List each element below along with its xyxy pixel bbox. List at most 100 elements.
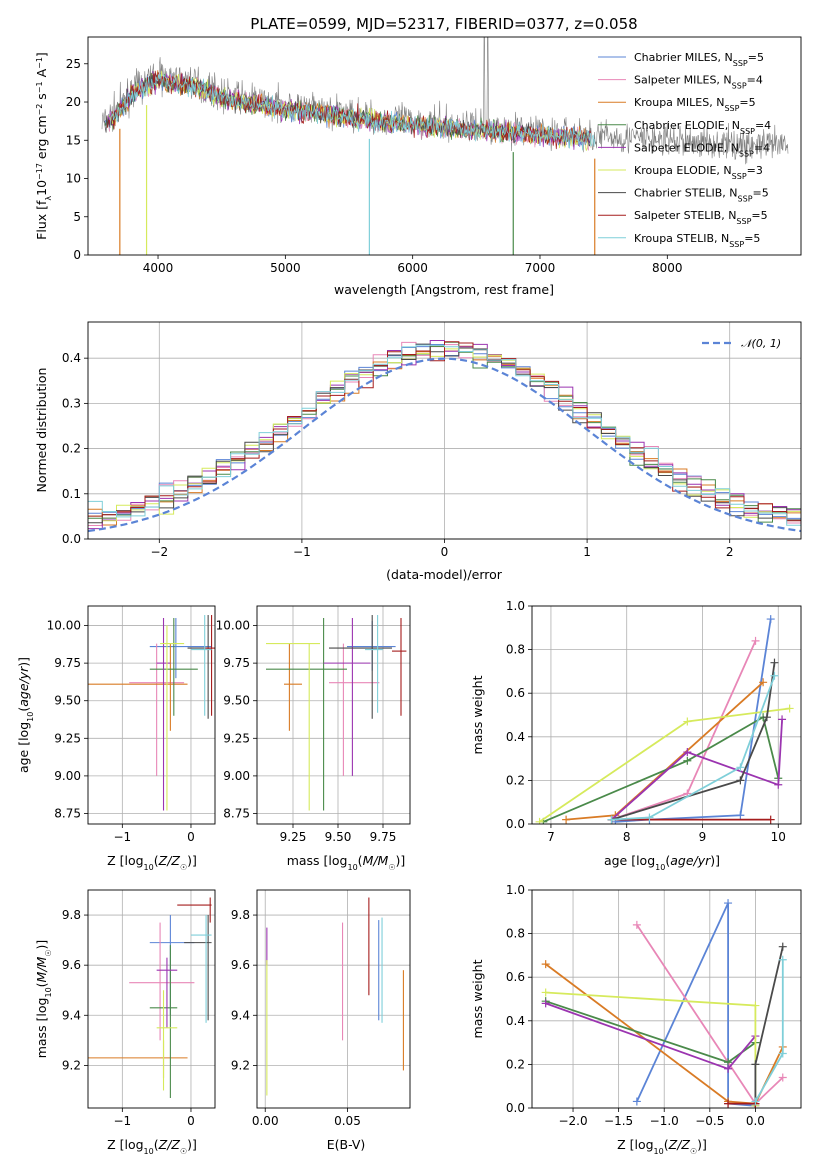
y-tick-label: 9.2 — [231, 1058, 250, 1072]
mass-weight-marker — [645, 813, 654, 822]
x-tick-label: 4000 — [143, 261, 174, 275]
y-tick-label: 0.8 — [506, 643, 525, 657]
y-tick-label: 9.00 — [223, 769, 250, 783]
spectrum-model-line — [109, 73, 596, 151]
mass-weight-marker — [736, 776, 745, 785]
x-tick-label: 0.0 — [746, 1114, 765, 1128]
y-tick-label: 0.2 — [506, 1057, 525, 1071]
mass_vs_Z-frame — [87, 889, 216, 1109]
x-tick-label: 0 — [187, 830, 195, 844]
y-tick-label: 9.6 — [62, 958, 81, 972]
x-tick-label: 2 — [726, 545, 734, 559]
x-tick-label: 5000 — [270, 261, 301, 275]
x-tick-label: −1 — [113, 1114, 131, 1128]
y-tick-label: 9.00 — [54, 769, 81, 783]
mass-weight-marker — [683, 717, 692, 726]
mass-weight-marker — [632, 920, 641, 929]
y-tick-label: 0.0 — [506, 817, 525, 831]
y-tick-label: 9.50 — [54, 694, 81, 708]
y-tick-label: 0.4 — [506, 1014, 525, 1028]
mass-weight-marker — [766, 815, 775, 824]
y-tick-label: 0.0 — [506, 1101, 525, 1115]
mass-weight-line — [543, 715, 780, 823]
mass-weight-marker — [541, 960, 550, 969]
mass-weight-marker — [778, 955, 787, 964]
legend-label: Chabrier MILES, NSSP=5 — [634, 51, 764, 68]
y-tick-label: 10 — [66, 172, 81, 186]
mass-weight-line — [545, 963, 784, 1105]
mass-weight-marker — [535, 817, 544, 824]
y-tick-label: 5 — [73, 210, 81, 224]
mass-weight-marker — [778, 1049, 787, 1058]
y-tick-label: 8.75 — [223, 806, 250, 820]
x-tick-label: 9 — [699, 830, 707, 844]
x-tick-label: −1.5 — [604, 1114, 633, 1128]
x-axis-label: Z [log10(Z/Z☉)] — [107, 1137, 197, 1156]
mass-weight-marker — [541, 988, 550, 997]
x-axis-label: Z [log10(Z/Z☉)] — [107, 853, 197, 872]
legend-label: Chabrier STELIB, NSSP=5 — [634, 187, 769, 204]
x-tick-label: −1 — [113, 830, 131, 844]
y-tick-label: 0.2 — [62, 442, 81, 456]
x-tick-label: 8 — [623, 830, 631, 844]
x-tick-label: 0 — [187, 1114, 195, 1128]
residual-histogram — [88, 341, 801, 522]
mass-weight-marker — [766, 615, 775, 624]
mass-weight-line — [611, 662, 776, 821]
x-tick-label: −1.0 — [650, 1114, 679, 1128]
y-tick-label: 0.6 — [506, 970, 525, 984]
y-tick-label: 25 — [66, 57, 81, 71]
normal-curve — [88, 357, 801, 533]
y-axis-label: mass weight — [470, 959, 485, 1038]
y-axis-label: Flux [fλ10−17 erg cm−2 s−1 A−1] — [34, 52, 53, 240]
age_vs_Z-axes: −1 0 8.75 9.00 9.25 9.50 9.75 10.00 — [47, 606, 215, 844]
mass-weight-marker — [774, 780, 783, 789]
y-tick-label: 10.00 — [47, 619, 81, 633]
legend-label: Kroupa MILES, NSSP=5 — [634, 96, 756, 113]
x-tick-label: −0.5 — [695, 1114, 724, 1128]
mass-weight-marker — [562, 815, 571, 824]
spectrum-frame — [87, 36, 802, 256]
mass-weight-marker — [683, 748, 692, 757]
x-tick-label: 9.25 — [280, 830, 307, 844]
mass-weight-marker — [724, 1099, 733, 1108]
age_vs_mass-frame — [256, 605, 411, 825]
x-axis-label: Z [log10(Z/Z☉)] — [617, 1137, 707, 1156]
y-tick-label: 0.3 — [62, 396, 81, 410]
legend-label: Salpeter STELIB, NSSP=5 — [634, 209, 768, 226]
residual-histogram — [88, 344, 801, 526]
y-tick-label: 0.4 — [62, 351, 81, 365]
y-tick-label: 9.8 — [62, 908, 81, 922]
y-tick-label: 0.6 — [506, 686, 525, 700]
y-tick-label: 9.6 — [231, 958, 250, 972]
y-tick-label: 0.1 — [62, 487, 81, 501]
age_vs_mass-axes: 9.25 9.50 9.75 8.75 9.00 9.25 9.50 9.75 10.00 — [216, 606, 410, 844]
y-tick-label: 9.75 — [54, 656, 81, 670]
weight_vs_age-frame — [531, 605, 802, 825]
x-axis-label: age [log10(age/yr)] — [604, 853, 720, 872]
x-tick-label: 8000 — [652, 261, 683, 275]
y-tick-label: 9.8 — [231, 908, 250, 922]
y-tick-label: 1.0 — [506, 599, 525, 613]
x-tick-label: 0 — [441, 545, 449, 559]
mass-weight-line — [615, 618, 772, 823]
y-tick-label: 9.50 — [223, 694, 250, 708]
mass-weight-line — [611, 719, 783, 821]
weight_vs_age-axes: 7 8 9 10 0.0 0.2 0.4 0.6 0.8 1.0 — [506, 599, 801, 844]
mass-weight-marker — [736, 763, 745, 772]
x-axis-label: (data-model)/error — [386, 567, 503, 582]
y-tick-label: 15 — [66, 133, 81, 147]
mass-weight-marker — [724, 1064, 733, 1073]
x-tick-label: 9.50 — [325, 830, 352, 844]
x-tick-label: 7000 — [525, 261, 556, 275]
mass_vs_ebv-frame — [256, 889, 411, 1109]
age_vs_Z-frame — [87, 605, 216, 825]
y-tick-label: 8.75 — [54, 806, 81, 820]
legend-label: Kroupa STELIB, NSSP=5 — [634, 232, 760, 249]
mass-weight-marker — [778, 1073, 787, 1082]
mass-weight-marker — [751, 1097, 760, 1106]
mass-weight-marker — [751, 1060, 760, 1069]
y-tick-label: 0.8 — [506, 927, 525, 941]
legend-label: Salpeter ELODIE, NSSP=4 — [634, 141, 770, 158]
